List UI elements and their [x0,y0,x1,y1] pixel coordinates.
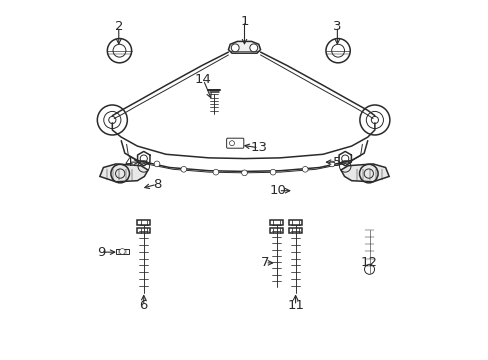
Circle shape [119,249,125,254]
Text: 14: 14 [195,73,211,86]
Circle shape [229,141,234,146]
Text: 6: 6 [139,299,148,312]
Text: 12: 12 [360,256,377,269]
Bar [116,249,128,254]
Circle shape [249,44,257,52]
Bar [137,228,150,233]
Bar [137,220,150,225]
Circle shape [270,169,275,175]
Polygon shape [228,41,260,53]
Circle shape [241,170,247,176]
Circle shape [328,161,334,167]
Bar [288,228,302,233]
Text: 9: 9 [97,246,105,258]
Text: 8: 8 [152,178,161,191]
Polygon shape [100,164,148,182]
Circle shape [213,169,218,175]
Text: 13: 13 [250,141,267,154]
Text: 2: 2 [114,20,123,33]
Polygon shape [340,164,388,182]
Text: 3: 3 [332,20,341,33]
Bar [270,220,283,225]
Circle shape [302,166,307,172]
Bar [270,228,283,233]
Bar [288,220,302,225]
Circle shape [154,161,160,167]
Text: 1: 1 [240,14,248,27]
Text: 5: 5 [332,156,341,168]
Circle shape [231,44,239,52]
Text: 11: 11 [286,299,304,312]
Text: 4: 4 [124,156,132,168]
Circle shape [181,166,186,172]
Text: 7: 7 [261,256,269,269]
Text: 10: 10 [269,184,286,197]
